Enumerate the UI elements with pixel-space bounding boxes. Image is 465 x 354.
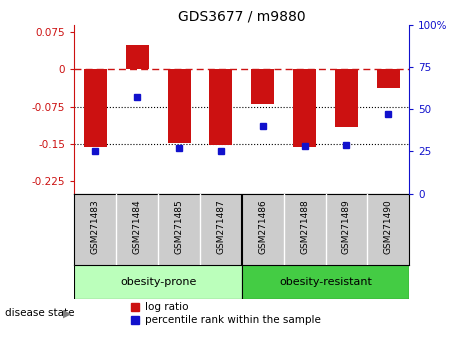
Bar — [293, 69, 316, 147]
Text: obesity-resistant: obesity-resistant — [279, 277, 372, 287]
Title: GDS3677 / m9880: GDS3677 / m9880 — [178, 10, 306, 24]
Bar — [84, 69, 107, 147]
Bar — [126, 45, 149, 69]
Bar — [377, 69, 400, 88]
Text: obesity-prone: obesity-prone — [120, 277, 196, 287]
Text: GSM271484: GSM271484 — [133, 199, 142, 254]
Text: GSM271487: GSM271487 — [216, 199, 226, 254]
Text: GSM271490: GSM271490 — [384, 199, 393, 254]
Text: percentile rank within the sample: percentile rank within the sample — [145, 315, 320, 325]
Bar — [167, 69, 191, 143]
Bar — [242, 265, 409, 299]
Text: log ratio: log ratio — [145, 302, 188, 312]
Text: GSM271485: GSM271485 — [174, 199, 184, 254]
Bar — [251, 69, 274, 104]
Text: GSM271488: GSM271488 — [300, 199, 309, 254]
Text: GSM271483: GSM271483 — [91, 199, 100, 254]
Text: ▶: ▶ — [63, 308, 72, 318]
Bar — [74, 265, 242, 299]
Text: disease state: disease state — [5, 308, 74, 318]
Text: GSM271489: GSM271489 — [342, 199, 351, 254]
Text: GSM271486: GSM271486 — [258, 199, 267, 254]
Bar — [335, 69, 358, 127]
Bar — [209, 69, 232, 145]
